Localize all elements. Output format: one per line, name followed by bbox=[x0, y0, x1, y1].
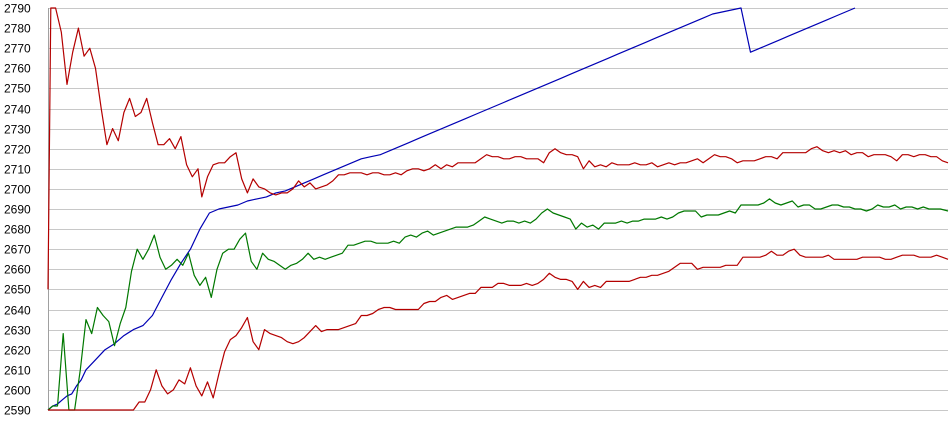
y-tick-label: 2710 bbox=[4, 163, 31, 177]
y-tick-label: 2740 bbox=[4, 103, 31, 117]
grid-lines bbox=[48, 8, 948, 411]
y-tick-label: 2600 bbox=[4, 384, 31, 398]
y-tick-label: 2590 bbox=[4, 404, 31, 418]
y-tick-label: 2690 bbox=[4, 203, 31, 217]
series-lines bbox=[47, 7, 949, 411]
series-line-1 bbox=[47, 7, 856, 411]
y-tick-label: 2720 bbox=[4, 143, 31, 157]
y-tick-label: 2760 bbox=[4, 62, 31, 76]
series-line-2 bbox=[47, 7, 949, 290]
y-tick-label: 2670 bbox=[4, 243, 31, 257]
y-axis-tick-labels: 2590 2600 2610 2620 2630 2640 2650 2660 2670 2680… bbox=[4, 2, 31, 418]
y-tick-label: 2750 bbox=[4, 82, 31, 96]
y-tick-label: 2660 bbox=[4, 263, 31, 277]
y-tick-label: 2640 bbox=[4, 304, 31, 318]
y-tick-label: 2650 bbox=[4, 283, 31, 297]
y-tick-label: 2770 bbox=[4, 42, 31, 56]
y-tick-label: 2630 bbox=[4, 324, 31, 338]
series-line-3 bbox=[47, 198, 949, 411]
y-tick-label: 2700 bbox=[4, 183, 31, 197]
y-tick-label: 2730 bbox=[4, 123, 31, 137]
y-tick-label: 2610 bbox=[4, 364, 31, 378]
y-tick-label: 2680 bbox=[4, 223, 31, 237]
y-tick-label: 2790 bbox=[4, 2, 31, 16]
series-line-4 bbox=[48, 248, 949, 411]
y-tick-label: 2620 bbox=[4, 344, 31, 358]
y-tick-label: 2780 bbox=[4, 22, 31, 36]
